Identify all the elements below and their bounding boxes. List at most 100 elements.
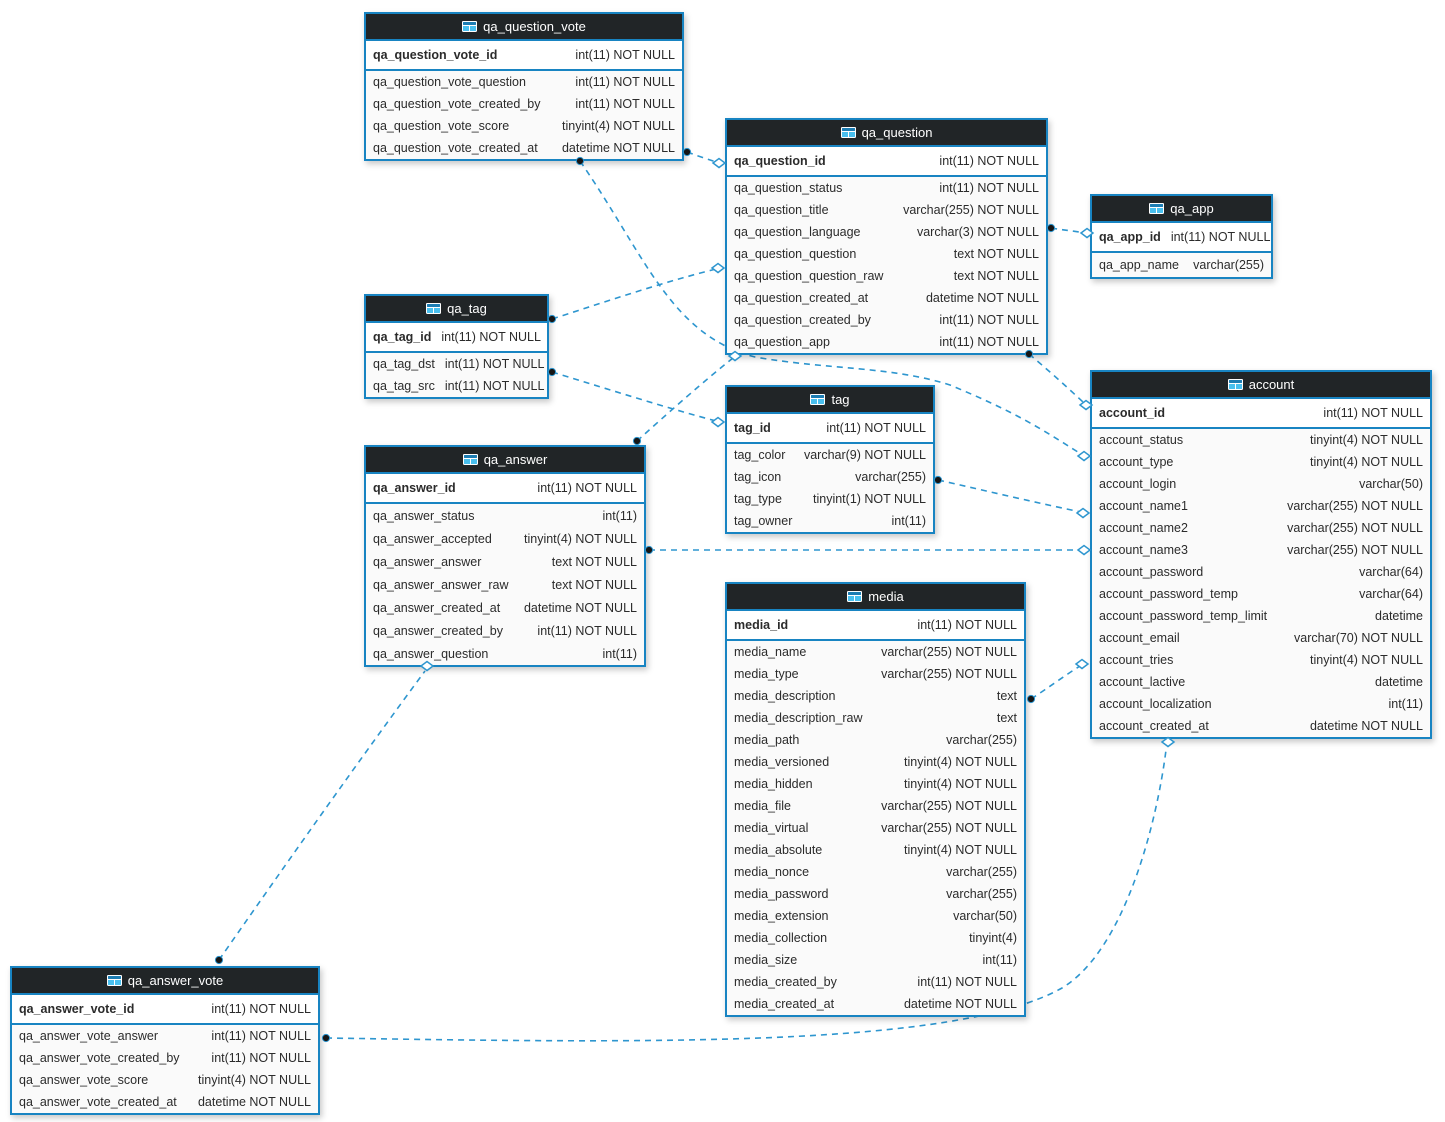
column-row-qa_question_title: qa_question_title varchar(255) NOT NULL [727, 199, 1046, 221]
table-account[interactable]: account account_id int(11) NOT NULL account… [1090, 370, 1432, 739]
pk-column-row-media_id: media_id int(11) NOT NULL [727, 611, 1024, 639]
column-row-tag_type: tag_type tinyint(1) NOT NULL [727, 488, 933, 510]
column-type: int(11) NOT NULL [1170, 230, 1271, 244]
table-qa_question_vote[interactable]: qa_question_vote qa_question_vote_id int(1… [364, 12, 684, 161]
column-name: qa_answer_vote_score [19, 1073, 149, 1087]
column-row-account_localization: account_localization int(11) [1092, 693, 1430, 715]
table-header-qa_question_vote[interactable]: qa_question_vote [366, 14, 682, 41]
column-name: account_tries [1099, 653, 1174, 667]
column-type: varchar(9) NOT NULL [803, 448, 926, 462]
table-header-account[interactable]: account [1092, 372, 1430, 399]
table-title: qa_answer [483, 452, 548, 467]
column-name: qa_question_title [734, 203, 829, 217]
column-name: qa_question_app [734, 335, 830, 349]
pk-column-row-qa_question_id: qa_question_id int(11) NOT NULL [727, 147, 1046, 175]
column-name: account_password_temp_limit [1099, 609, 1268, 623]
table-tag[interactable]: tag tag_id int(11) NOT NULL tag_color varcha… [725, 385, 935, 534]
table-media[interactable]: media media_id int(11) NOT NULL media_name v… [725, 582, 1026, 1017]
table-header-qa_tag[interactable]: qa_tag [366, 296, 547, 323]
column-row-qa_answer_status: qa_answer_status int(11) [366, 504, 644, 527]
column-row-media_created_by: media_created_by int(11) NOT NULL [727, 971, 1024, 993]
column-name: media_hidden [734, 777, 813, 791]
column-row-tag_color: tag_color varchar(9) NOT NULL [727, 444, 933, 466]
columns-section: qa_answer_status int(11) qa_answer_accepte… [366, 504, 644, 665]
column-row-qa_answer_answer_raw: qa_answer_answer_raw text NOT NULL [366, 573, 644, 596]
column-name: account_password_temp [1099, 587, 1238, 601]
column-row-qa_question_question: qa_question_question text NOT NULL [727, 243, 1046, 265]
table-header-qa_app[interactable]: qa_app [1092, 196, 1271, 223]
column-type: text NOT NULL [953, 247, 1039, 261]
column-type: datetime [1375, 675, 1423, 689]
column-row-qa_question_created_by: qa_question_created_by int(11) NOT NULL [727, 309, 1046, 331]
table-header-media[interactable]: media [727, 584, 1024, 611]
column-row-media_type: media_type varchar(255) NOT NULL [727, 663, 1024, 685]
column-row-qa_answer_created_by: qa_answer_created_by int(11) NOT NULL [366, 619, 644, 642]
column-name: qa_question_language [734, 225, 861, 239]
column-name: qa_question_id [734, 154, 826, 168]
column-name: tag_color [734, 448, 786, 462]
column-name: qa_question_status [734, 181, 843, 195]
column-name: qa_question_vote_created_at [373, 141, 538, 155]
column-type: datetime NOT NULL [925, 291, 1039, 305]
column-row-media_file: media_file varchar(255) NOT NULL [727, 795, 1024, 817]
pk-column-row-qa_tag_id: qa_tag_id int(11) NOT NULL [366, 323, 547, 351]
table-qa_app[interactable]: qa_app qa_app_id int(11) NOT NULL qa_app_na… [1090, 194, 1273, 279]
column-row-tag_icon: tag_icon varchar(255) [727, 466, 933, 488]
column-type: varchar(255) [1193, 258, 1264, 272]
column-type: tinyint(4) NOT NULL [904, 755, 1017, 769]
table-qa_question[interactable]: qa_question qa_question_id int(11) NOT NUL… [725, 118, 1048, 355]
columns-section: qa_question_vote_question int(11) NOT NUL… [366, 71, 682, 159]
table-title: account [1248, 377, 1295, 392]
columns-section: account_status tinyint(4) NOT NULL account… [1092, 429, 1430, 737]
column-name: qa_question_vote_id [373, 48, 498, 62]
column-type: int(11) NOT NULL [939, 154, 1039, 168]
column-name: media_versioned [734, 755, 830, 769]
table-header-qa_question[interactable]: qa_question [727, 120, 1046, 147]
column-name: qa_tag_id [373, 330, 432, 344]
column-name: qa_answer_answer [373, 554, 482, 569]
table-qa_answer_vote[interactable]: qa_answer_vote qa_answer_vote_id int(11) N… [10, 966, 320, 1115]
column-type: int(11) [602, 508, 637, 523]
column-name: media_name [734, 645, 807, 659]
column-type: text NOT NULL [953, 269, 1039, 283]
column-type: datetime NOT NULL [1309, 719, 1423, 733]
column-type: tinyint(4) [969, 931, 1017, 945]
relationship-qa_answer-to-qa_question[interactable] [636, 357, 734, 442]
column-name: account_lactive [1099, 675, 1186, 689]
table-header-qa_answer[interactable]: qa_answer [366, 447, 644, 474]
column-row-media_path: media_path varchar(255) [727, 729, 1024, 751]
pk-section: tag_id int(11) NOT NULL [727, 414, 933, 444]
relationship-qa_question-to-account[interactable] [1028, 353, 1085, 404]
pk-column-row-account_id: account_id int(11) NOT NULL [1092, 399, 1430, 427]
table-header-qa_answer_vote[interactable]: qa_answer_vote [12, 968, 318, 995]
column-name: qa_app_id [1099, 230, 1161, 244]
column-type: text [996, 711, 1017, 725]
table-icon [810, 394, 826, 405]
relationship-media-to-account[interactable] [1030, 665, 1081, 700]
column-row-qa_question_vote_created_by: qa_question_vote_created_by int(11) NOT N… [366, 93, 682, 115]
column-type: varchar(255) NOT NULL [881, 821, 1017, 835]
column-type: int(11) NOT NULL [537, 481, 637, 495]
column-type: varchar(255) NOT NULL [881, 667, 1017, 681]
column-type: varchar(255) NOT NULL [881, 645, 1017, 659]
column-row-media_collection: media_collection tinyint(4) [727, 927, 1024, 949]
pk-column-row-qa_question_vote_id: qa_question_vote_id int(11) NOT NULL [366, 41, 682, 69]
relationship-qa_question_vote-to-account[interactable] [579, 160, 1082, 455]
pk-column-row-qa_answer_id: qa_answer_id int(11) NOT NULL [366, 474, 644, 502]
column-type: int(11) NOT NULL [211, 1051, 311, 1065]
column-row-qa_question_language: qa_question_language varchar(3) NOT NULL [727, 221, 1046, 243]
column-name: media_password [734, 887, 829, 901]
column-name: qa_answer_vote_created_at [19, 1095, 177, 1109]
table-qa_tag[interactable]: qa_tag qa_tag_id int(11) NOT NULL qa_tag_ds… [364, 294, 549, 399]
table-qa_answer[interactable]: qa_answer qa_answer_id int(11) NOT NULL qa_… [364, 445, 646, 667]
column-type: datetime NOT NULL [903, 997, 1017, 1011]
relationship-qa_answer_vote-to-qa_answer[interactable] [218, 670, 426, 961]
table-header-tag[interactable]: tag [727, 387, 933, 414]
column-name: media_description [734, 689, 836, 703]
column-type: int(11) NOT NULL [537, 623, 637, 638]
table-icon [462, 454, 478, 465]
column-name: media_virtual [734, 821, 809, 835]
column-name: qa_tag_dst [373, 357, 435, 371]
column-row-qa_answer_vote_created_by: qa_answer_vote_created_by int(11) NOT NUL… [12, 1047, 318, 1069]
column-row-account_email: account_email varchar(70) NOT NULL [1092, 627, 1430, 649]
